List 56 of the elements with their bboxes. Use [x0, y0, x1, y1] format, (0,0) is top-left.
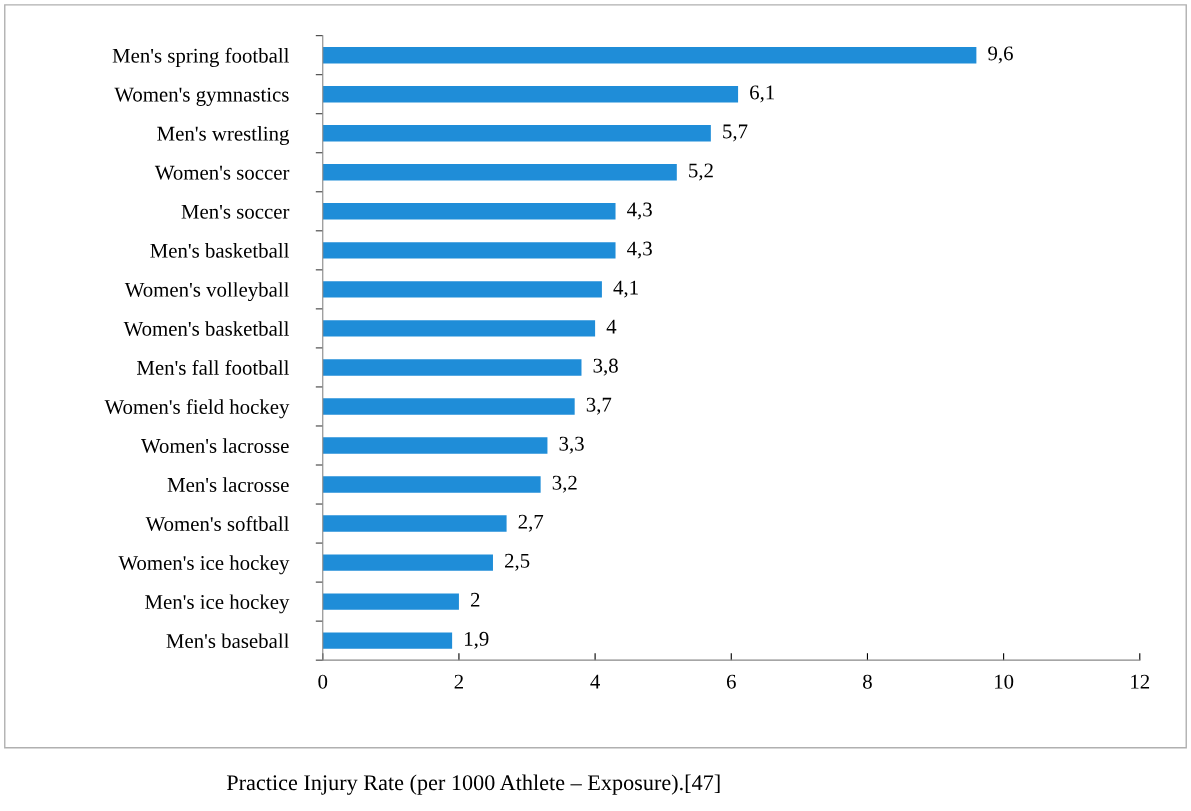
x-tick-label: 8: [863, 674, 872, 689]
y-tick-label: Women's volleyball: [124, 282, 290, 302]
bar: [322, 359, 582, 376]
data-label: 4,1: [613, 280, 638, 298]
bar: [322, 476, 541, 493]
bar: [322, 398, 575, 415]
bar: [322, 632, 453, 649]
data-label: 4,3: [627, 202, 652, 220]
bar: [322, 125, 711, 142]
data-label: 4: [606, 319, 617, 334]
data-label: 5,7: [723, 124, 748, 142]
x-tick-label: 10: [995, 674, 1014, 689]
x-tick-label: 4: [590, 674, 600, 689]
data-label: 3,7: [586, 397, 612, 415]
bar: [322, 554, 493, 571]
bar: [322, 320, 596, 337]
x-tick-label: 6: [726, 674, 736, 689]
x-tick-label: 2: [454, 674, 463, 689]
y-tick-label: Women's soccer: [154, 165, 290, 180]
y-tick-label: Women's lacrosse: [140, 438, 289, 454]
y-tick-label: Women's ice hockey: [118, 555, 290, 575]
data-label: 5,2: [689, 163, 713, 181]
bar: [322, 242, 616, 259]
text: Practice Injury Rate (per 1000 Athlete – Exposure).[47]: [226, 774, 720, 795]
bar: [322, 593, 459, 610]
bar: [322, 515, 507, 532]
x-tick-label: 0: [318, 674, 328, 689]
y-tick-label: Men's fall football: [137, 359, 290, 375]
data-label: 3,2: [552, 475, 577, 493]
data-label: 1,9: [465, 631, 489, 649]
data-label: 3,8: [593, 358, 618, 376]
y-tick-label: Men's wrestling: [157, 126, 290, 145]
data-label: 6,1: [750, 85, 774, 103]
y-tick-label: Men's baseball: [166, 633, 289, 649]
data-label: 9,6: [988, 46, 1013, 64]
y-tick-label: Women's field hockey: [104, 399, 290, 419]
data-label: 3,3: [559, 436, 584, 454]
data-label: 2,5: [505, 553, 530, 571]
bar: [322, 47, 977, 64]
bar: [322, 164, 677, 181]
y-tick-label: Women's softball: [145, 516, 290, 532]
y-tick-label: Women's gymnastics: [114, 87, 289, 106]
y-tick-label: Men's basketball: [150, 243, 289, 258]
y-tick-label: Men's ice hockey: [145, 594, 290, 614]
bar: [322, 281, 602, 298]
y-tick-label: Men's lacrosse: [167, 477, 289, 492]
y-tick-label: Men's spring football: [112, 47, 290, 68]
bar: [322, 437, 548, 454]
y-tick-label: Women's basketball: [123, 321, 289, 336]
data-label: 2,7: [518, 514, 544, 532]
bar: [322, 203, 616, 220]
data-label: 2: [470, 592, 480, 607]
bar: [322, 86, 739, 103]
data-label: 4,3: [627, 241, 652, 259]
y-tick-label: Men's soccer: [181, 204, 290, 219]
x-tick-label: 12: [1131, 674, 1150, 689]
